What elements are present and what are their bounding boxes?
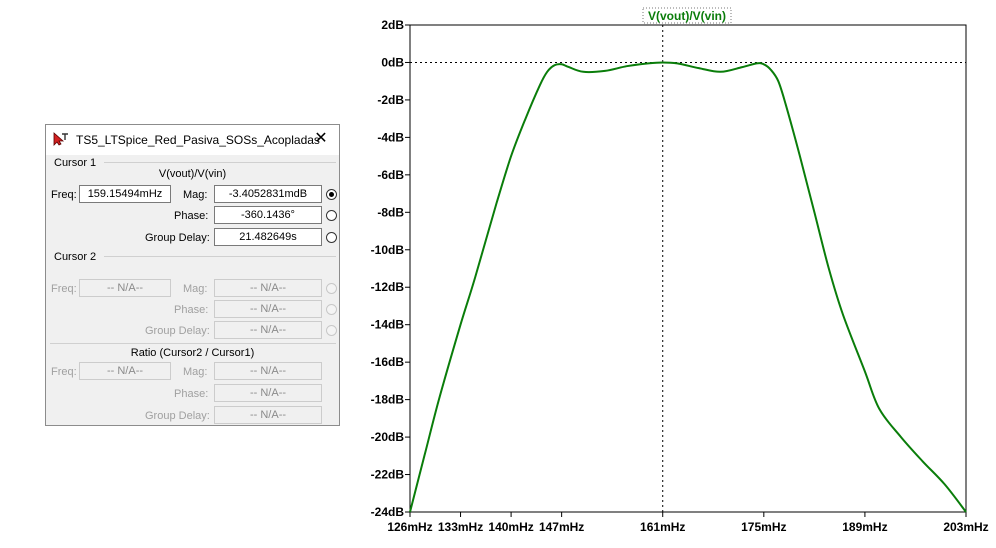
cursor-dialog: TS5_LTSpice_Red_Pasiva_SOSs_Acopladas ✕ … (45, 124, 340, 426)
cursor1-group-delay-radio[interactable] (326, 232, 337, 243)
cursor1-mag-label: Mag: (183, 189, 208, 201)
cursor2-mag-field: -- N/A-- (214, 279, 322, 297)
x-tick-label: 126mHz (387, 520, 432, 534)
y-tick-label: -24dB (371, 505, 405, 519)
y-tick-label: -12dB (371, 280, 405, 294)
y-tick-label: -10dB (371, 243, 405, 257)
ratio-freq-label: Freq: (51, 366, 77, 378)
cursor2-phase-label: Phase: (174, 304, 209, 316)
x-tick-label: 133mHz (438, 520, 483, 534)
ratio-phase-label: Phase: (174, 388, 209, 400)
x-tick-label: 203mHz (943, 520, 988, 534)
cursor2-freq-field: -- N/A-- (79, 279, 171, 297)
cursor2-mag-radio (326, 283, 337, 294)
ratio-group-delay-field: -- N/A-- (214, 406, 322, 424)
ratio-heading: Ratio (Cursor2 / Cursor1) (130, 347, 255, 359)
ratio-mag-field: -- N/A-- (214, 362, 322, 380)
trace-title-box[interactable] (642, 7, 732, 24)
y-tick-label: -14dB (371, 318, 405, 332)
ratio-group-delay-label: Group Delay: (145, 410, 210, 422)
x-tick-label: 175mHz (741, 520, 786, 534)
dialog-titlebar[interactable]: TS5_LTSpice_Red_Pasiva_SOSs_Acopladas ✕ (46, 125, 339, 155)
ratio-freq-field: -- N/A-- (79, 362, 171, 380)
cursor1-group-delay-label: Group Delay: (145, 232, 210, 244)
cursor1-phase-field[interactable]: -360.1436° (214, 206, 322, 224)
trace-title: V(vout)/V(vin) (648, 9, 726, 23)
y-tick-label: -18dB (371, 393, 405, 407)
ratio-phase-field: -- N/A-- (214, 384, 322, 402)
y-tick-label: -8dB (377, 205, 404, 219)
cursor1-heading: Cursor 1 (54, 157, 97, 169)
x-tick-label: 161mHz (640, 520, 685, 534)
dialog-title: TS5_LTSpice_Red_Pasiva_SOSs_Acopladas (76, 133, 320, 147)
cursor1-phase-label: Phase: (174, 210, 209, 222)
cursor1-divider (104, 162, 336, 163)
y-tick-label: 0dB (381, 55, 404, 69)
plot-frame (409, 24, 967, 513)
close-icon[interactable]: ✕ (314, 130, 328, 147)
y-tick-label: -22dB (371, 468, 405, 482)
y-tick-label: -2dB (377, 93, 404, 107)
x-tick-label: 147mHz (539, 520, 584, 534)
y-tick-label: -20dB (371, 430, 405, 444)
y-tick-label: -16dB (371, 355, 405, 369)
ratio-divider (50, 343, 336, 344)
cursor2-mag-label: Mag: (183, 283, 208, 295)
x-tick-label: 140mHz (488, 520, 533, 534)
cursor1-freq-label: Freq: (51, 189, 77, 201)
y-axis: 2dB 0dB -2dB -4dB -6dB -8dB -10dB -12dB -14dB -16… (371, 18, 410, 519)
cursor1-mag-radio[interactable] (326, 189, 337, 200)
cursor2-phase-field: -- N/A-- (214, 300, 322, 318)
y-tick-label: -6dB (377, 168, 404, 182)
cursor2-heading: Cursor 2 (54, 251, 97, 263)
y-tick-label: -4dB (377, 130, 404, 144)
cursor2-group-delay-field: -- N/A-- (214, 321, 322, 339)
cursor1-group-delay-field[interactable]: 21.482649s (214, 228, 322, 246)
x-axis: 126mHz 133mHz 140mHz 147mHz 161mHz 175mHz 189m… (387, 512, 989, 534)
y-tick-label: 2dB (381, 18, 404, 32)
cursor1-mag-field[interactable]: -3.4052831mdB (214, 185, 322, 203)
cursor1-freq-field[interactable]: 159.15494mHz (79, 185, 171, 203)
cursor2-freq-label: Freq: (51, 283, 77, 295)
cursor2-group-delay-radio (326, 325, 337, 336)
trace-vout-vin (409, 61, 967, 513)
ltspice-app-icon (53, 132, 68, 146)
x-tick-label: 189mHz (842, 520, 887, 534)
cursor2-phase-radio (326, 304, 337, 315)
cursor1-phase-radio[interactable] (326, 210, 337, 221)
cursor2-divider (104, 256, 336, 257)
cursor1-trace-name: V(vout)/V(vin) (158, 168, 227, 180)
cursor2-group-delay-label: Group Delay: (145, 325, 210, 337)
ratio-mag-label: Mag: (183, 366, 208, 378)
